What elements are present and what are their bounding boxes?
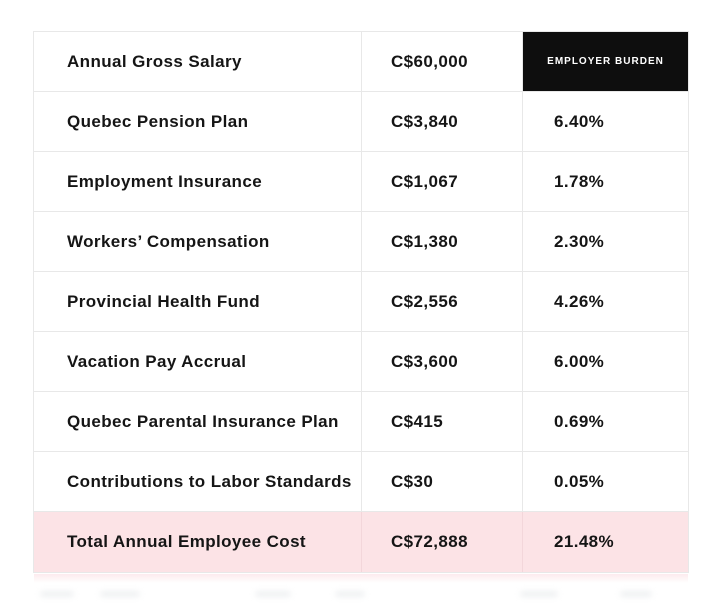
- row-burden-cell: 0.05%: [523, 452, 688, 511]
- row-burden: 1.78%: [554, 171, 605, 191]
- row-label: Employment Insurance: [67, 171, 263, 191]
- row-amount-cell: C$3,840: [362, 92, 523, 151]
- header-amount: C$60,000: [391, 51, 468, 71]
- row-amount-cell: C$3,600: [362, 332, 523, 391]
- row-label: Quebec Pension Plan: [67, 111, 249, 131]
- row-burden-cell: 6.40%: [523, 92, 688, 151]
- row-amount-cell: C$415: [362, 392, 523, 451]
- row-label: Provincial Health Fund: [67, 291, 260, 311]
- row-label: Contributions to Labor Standards: [67, 471, 352, 491]
- row-label-cell: Vacation Pay Accrual: [34, 332, 362, 391]
- header-amount-cell: C$60,000: [362, 32, 523, 91]
- table-total-row: Total Annual Employee Cost C$72,888 21.4…: [34, 512, 688, 572]
- bottom-blur-artifact: [255, 591, 291, 597]
- bottom-blur-artifact: [40, 591, 74, 597]
- row-amount: C$2,556: [391, 291, 459, 311]
- table-row: Employment Insurance C$1,067 1.78%: [34, 152, 688, 212]
- bottom-blur-artifact: [520, 591, 558, 597]
- total-amount: C$72,888: [391, 532, 468, 551]
- row-burden: 0.69%: [554, 411, 605, 431]
- row-label-cell: Employment Insurance: [34, 152, 362, 211]
- row-burden: 6.40%: [554, 111, 605, 131]
- header-label: Annual Gross Salary: [67, 51, 242, 71]
- total-label: Total Annual Employee Cost: [67, 532, 306, 551]
- row-amount: C$3,840: [391, 111, 459, 131]
- header-label-cell: Annual Gross Salary: [34, 32, 362, 91]
- row-amount: C$30: [391, 471, 434, 491]
- table-header-row: Annual Gross Salary C$60,000 EMPLOYER BU…: [34, 32, 688, 92]
- row-burden: 4.26%: [554, 291, 605, 311]
- table-row: Provincial Health Fund C$2,556 4.26%: [34, 272, 688, 332]
- row-burden: 6.00%: [554, 351, 605, 371]
- employer-cost-table: Annual Gross Salary C$60,000 EMPLOYER BU…: [33, 31, 689, 573]
- row-label: Vacation Pay Accrual: [67, 351, 247, 371]
- bottom-blur-artifact: [100, 591, 140, 597]
- row-label: Quebec Parental Insurance Plan: [67, 411, 339, 431]
- row-label-cell: Workers’ Compensation: [34, 212, 362, 271]
- row-burden-cell: 4.26%: [523, 272, 688, 331]
- row-amount: C$415: [391, 411, 444, 431]
- row-burden-cell: 1.78%: [523, 152, 688, 211]
- row-label-cell: Quebec Parental Insurance Plan: [34, 392, 362, 451]
- row-amount: C$1,067: [391, 171, 459, 191]
- row-amount-cell: C$30: [362, 452, 523, 511]
- employer-burden-badge: EMPLOYER BURDEN: [523, 32, 688, 91]
- table-bottom-fade: [34, 574, 688, 583]
- table-row: Workers’ Compensation C$1,380 2.30%: [34, 212, 688, 272]
- row-burden: 0.05%: [554, 471, 605, 491]
- row-burden-cell: 6.00%: [523, 332, 688, 391]
- table-row: Vacation Pay Accrual C$3,600 6.00%: [34, 332, 688, 392]
- row-label-cell: Contributions to Labor Standards: [34, 452, 362, 511]
- table-row: Quebec Parental Insurance Plan C$415 0.6…: [34, 392, 688, 452]
- total-amount-cell: C$72,888: [362, 512, 523, 572]
- row-amount-cell: C$1,067: [362, 152, 523, 211]
- total-burden: 21.48%: [554, 532, 615, 551]
- row-label-cell: Provincial Health Fund: [34, 272, 362, 331]
- row-label-cell: Quebec Pension Plan: [34, 92, 362, 151]
- row-amount-cell: C$2,556: [362, 272, 523, 331]
- row-label: Workers’ Compensation: [67, 231, 270, 251]
- row-burden: 2.30%: [554, 231, 605, 251]
- row-amount: C$3,600: [391, 351, 459, 371]
- row-burden-cell: 2.30%: [523, 212, 688, 271]
- total-burden-cell: 21.48%: [523, 512, 688, 572]
- row-amount: C$1,380: [391, 231, 459, 251]
- bottom-blur-artifact: [335, 591, 365, 597]
- table-row: Contributions to Labor Standards C$30 0.…: [34, 452, 688, 512]
- bottom-blur-artifact: [620, 591, 652, 597]
- row-burden-cell: 0.69%: [523, 392, 688, 451]
- total-label-cell: Total Annual Employee Cost: [34, 512, 362, 572]
- employer-burden-badge-label: EMPLOYER BURDEN: [547, 56, 664, 67]
- row-amount-cell: C$1,380: [362, 212, 523, 271]
- table-row: Quebec Pension Plan C$3,840 6.40%: [34, 92, 688, 152]
